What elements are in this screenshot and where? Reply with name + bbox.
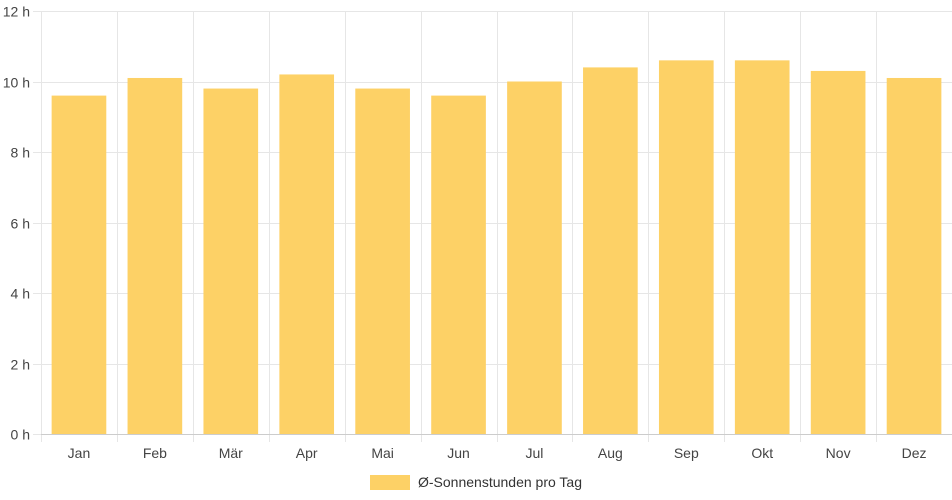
y-tick-label: 0 h [11,427,30,443]
y-tick-label: 10 h [3,75,30,91]
bar[interactable] [507,81,562,435]
y-tick-label: 6 h [11,216,30,232]
y-tick-label: 8 h [11,145,30,161]
bar[interactable] [810,70,866,435]
x-tick-label: Jan [68,445,91,461]
bar[interactable] [279,74,335,434]
bar[interactable] [51,95,107,434]
grid-lines [33,11,952,442]
x-tick-label: Okt [751,445,773,461]
x-tick-label: Sep [674,445,699,461]
legend-swatch[interactable] [370,475,410,490]
bar[interactable] [203,88,259,435]
x-tick-label: Aug [598,445,623,461]
legend[interactable]: Ø-Sonnenstunden pro Tag [370,474,582,490]
y-tick-label: 12 h [3,4,30,20]
y-tick-label: 4 h [11,286,30,302]
bar[interactable] [734,60,790,434]
x-axis-tick-labels: Jan Feb Mär Apr Mai Jun Jul Aug Sep Okt Nov Dez [68,445,927,461]
x-tick-label: Dez [902,445,927,461]
bar[interactable] [355,88,410,435]
bar[interactable] [127,77,183,434]
bar[interactable] [583,67,638,435]
x-tick-label: Mär [219,445,243,461]
legend-label[interactable]: Ø-Sonnenstunden pro Tag [418,474,582,490]
x-tick-label: Jun [447,445,470,461]
x-tick-label: Apr [296,445,318,461]
x-tick-label: Mai [371,445,394,461]
x-tick-label: Feb [143,445,167,461]
y-tick-label: 2 h [11,357,30,373]
bar[interactable] [431,95,486,434]
bars [51,60,942,435]
x-tick-label: Nov [826,445,851,461]
y-axis-tick-labels: 0 h 2 h 4 h 6 h 8 h 10 h 12 h [3,4,30,443]
bar[interactable] [658,60,714,434]
bar[interactable] [886,77,942,434]
x-tick-label: Jul [526,445,544,461]
